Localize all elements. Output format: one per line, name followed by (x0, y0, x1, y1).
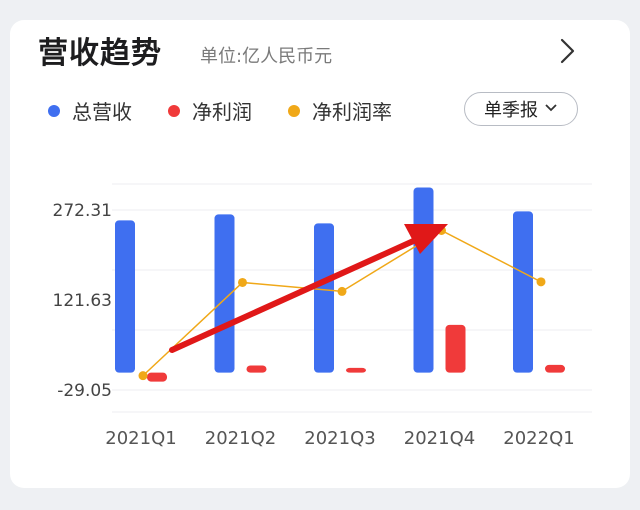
margin-point (138, 371, 148, 381)
x-axis: 2021Q1 2021Q2 2021Q3 2021Q4 2022Q1 (105, 428, 574, 449)
grid (112, 183, 592, 413)
x-tick-label: 2021Q2 (205, 428, 276, 449)
legend-label: 净利润 (192, 100, 252, 124)
bar-net-profit (147, 372, 167, 382)
bar-revenue (413, 187, 434, 373)
x-tick-label: 2021Q1 (105, 428, 176, 449)
y-tick-label: -29.05 (57, 381, 112, 401)
x-tick-label: 2021Q3 (304, 428, 375, 449)
trend-arrow-head (404, 224, 448, 254)
legend-item-net-profit[interactable]: 净利润 (168, 96, 252, 125)
margin-point (337, 286, 347, 296)
x-tick-label: 2022Q1 (503, 428, 574, 449)
trend-arrow (169, 224, 448, 353)
bar-net-profit (346, 367, 366, 373)
y-tick-label: 121.63 (53, 291, 112, 311)
bar-net-profit (246, 365, 267, 373)
bar-revenue (115, 220, 135, 373)
legend-label: 总营收 (72, 100, 132, 124)
bar-revenue (214, 214, 235, 373)
legend-dot-icon (288, 104, 300, 117)
chevron-down-icon (544, 101, 558, 117)
margin-line-path (142, 229, 542, 377)
margin-point (238, 277, 247, 287)
legend-item-revenue[interactable]: 总营收 (48, 96, 132, 125)
chevron-right-icon[interactable] (552, 34, 582, 68)
legend-dot-icon (168, 104, 180, 117)
bar-net-profit (545, 364, 565, 373)
bar-revenue (513, 211, 533, 373)
legend-dot-icon (48, 104, 60, 117)
margin-point (536, 277, 546, 287)
period-select[interactable]: 单季报 (464, 92, 578, 126)
x-tick-label: 2021Q4 (404, 428, 475, 449)
legend-item-net-margin[interactable]: 净利润率 (288, 96, 392, 125)
period-select-label: 单季报 (484, 100, 538, 121)
unit-label: 单位:亿人民币元 (200, 46, 333, 67)
legend-label: 净利润率 (312, 100, 392, 124)
bar-net-profit (445, 324, 466, 373)
trend-arrow-shaft (169, 235, 423, 353)
y-axis: 272.31 121.63 -29.05 (53, 201, 112, 401)
page-title: 营收趋势 (38, 36, 162, 71)
y-tick-label: 272.31 (53, 201, 112, 221)
bar-revenue (314, 223, 334, 373)
margin-line (138, 225, 546, 381)
bars (115, 187, 565, 382)
